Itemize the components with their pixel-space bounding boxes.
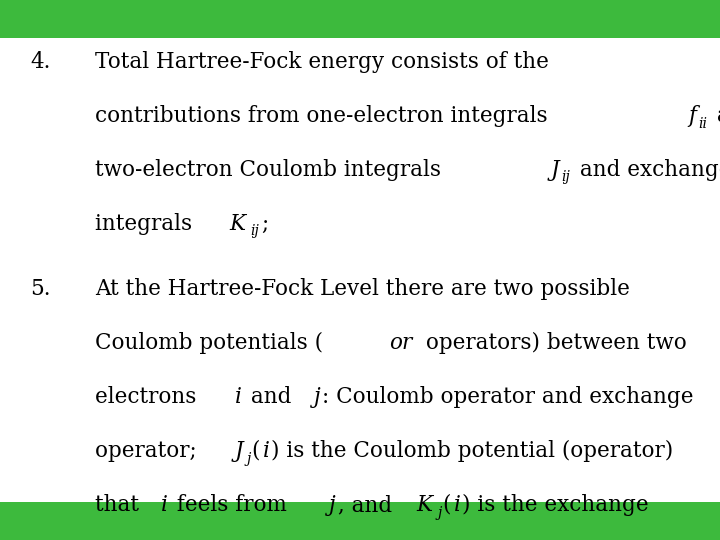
Text: ) is the exchange: ) is the exchange xyxy=(462,494,649,516)
Text: ij: ij xyxy=(250,225,258,239)
Text: or: or xyxy=(390,332,413,354)
Text: f: f xyxy=(688,105,696,127)
Text: j: j xyxy=(437,505,441,519)
Text: ;: ; xyxy=(261,213,269,235)
Text: i: i xyxy=(161,494,168,516)
Text: K: K xyxy=(416,494,433,516)
Text: and: and xyxy=(710,105,720,127)
Text: i: i xyxy=(454,494,460,516)
Text: and exchange: and exchange xyxy=(572,159,720,181)
Text: (: ( xyxy=(443,494,451,516)
Text: K: K xyxy=(229,213,246,235)
Bar xyxy=(0,38,720,502)
Text: j: j xyxy=(313,386,320,408)
Text: 5.: 5. xyxy=(30,278,50,300)
Text: (: ( xyxy=(251,440,260,462)
Text: that: that xyxy=(95,494,146,516)
Text: operator;: operator; xyxy=(95,440,204,462)
Text: i: i xyxy=(262,440,269,462)
Text: 4.: 4. xyxy=(30,51,50,73)
Text: contributions from one-electron integrals: contributions from one-electron integral… xyxy=(95,105,554,127)
Text: ij: ij xyxy=(562,171,570,185)
Text: electrons: electrons xyxy=(95,386,203,408)
Text: J: J xyxy=(550,159,559,181)
Text: i: i xyxy=(235,386,241,408)
Text: Coulomb potentials (: Coulomb potentials ( xyxy=(95,332,323,354)
Text: : Coulomb operator and exchange: : Coulomb operator and exchange xyxy=(322,386,693,408)
Text: integrals: integrals xyxy=(95,213,199,235)
Text: Total Hartree-Fock energy consists of the: Total Hartree-Fock energy consists of th… xyxy=(95,51,549,73)
Text: two-electron Coulomb integrals: two-electron Coulomb integrals xyxy=(95,159,448,181)
Text: J: J xyxy=(235,440,243,462)
Text: and: and xyxy=(243,386,298,408)
Text: ) is the Coulomb potential (operator): ) is the Coulomb potential (operator) xyxy=(271,440,673,462)
Text: j: j xyxy=(246,451,251,465)
Text: , and: , and xyxy=(338,494,399,516)
Text: j: j xyxy=(329,494,336,516)
Text: ii: ii xyxy=(698,117,707,131)
Text: operators) between two: operators) between two xyxy=(419,332,687,354)
Text: At the Hartree-Fock Level there are two possible: At the Hartree-Fock Level there are two … xyxy=(95,278,630,300)
Text: feels from: feels from xyxy=(169,494,293,516)
